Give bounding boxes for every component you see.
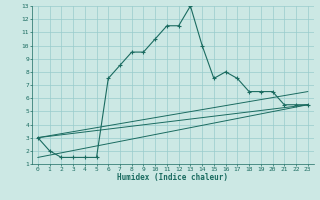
X-axis label: Humidex (Indice chaleur): Humidex (Indice chaleur) bbox=[117, 173, 228, 182]
